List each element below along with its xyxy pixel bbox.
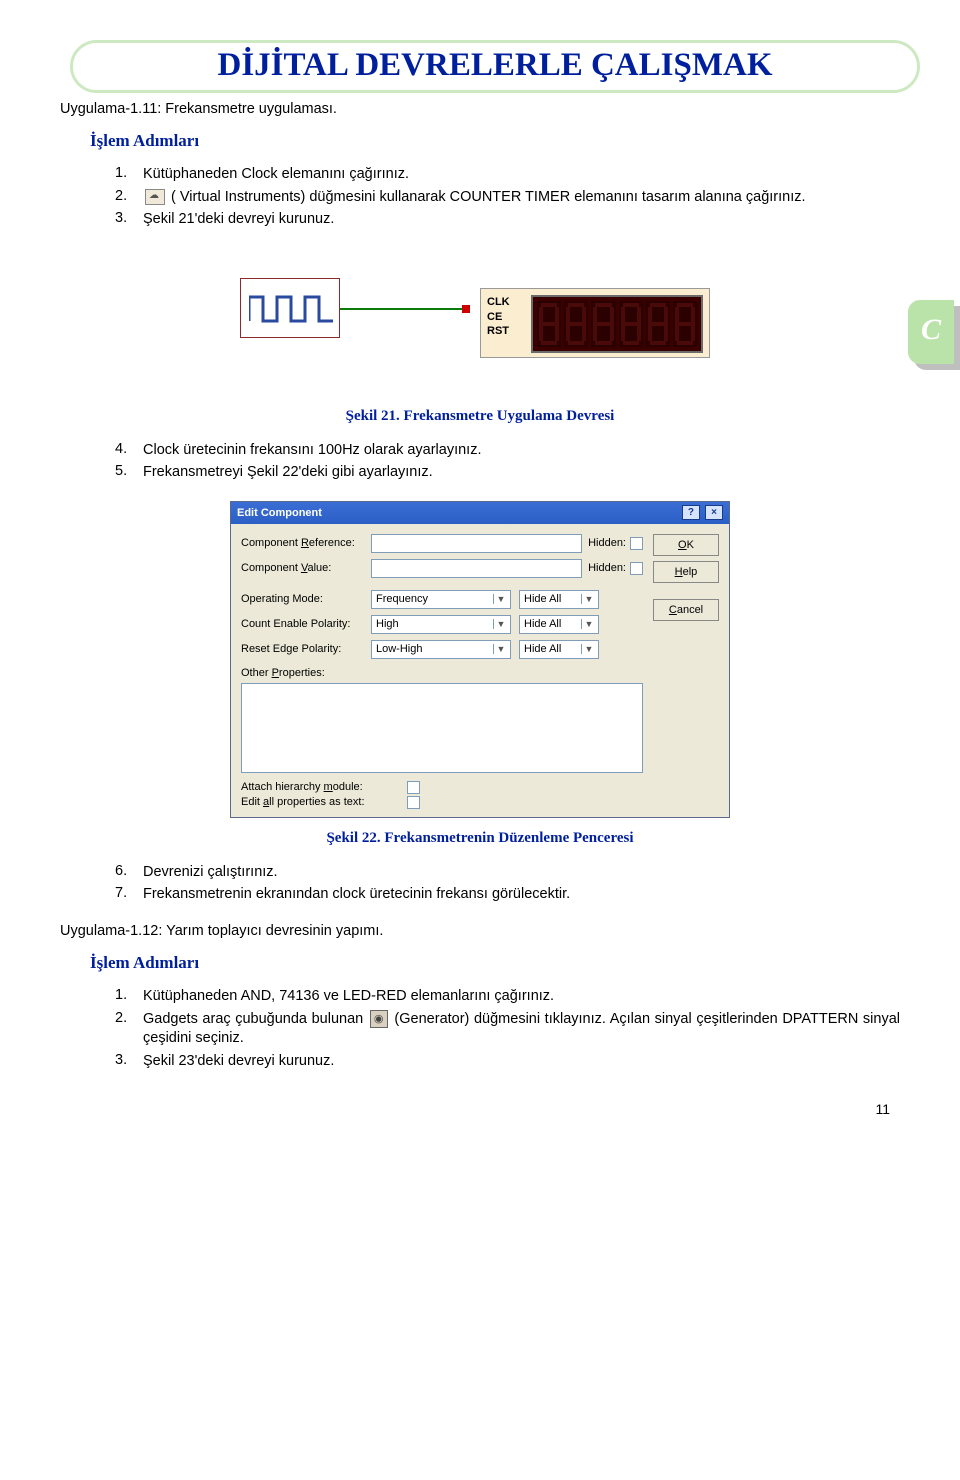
label-component-reference: Component Reference: <box>241 537 371 549</box>
label-edit-all-as-text: Edit all properties as text: <box>241 796 401 808</box>
dialog-titlebar: Edit Component ? × <box>231 502 729 524</box>
step-text: Kütüphaneden AND, 74136 ve LED-RED elema… <box>143 987 900 1007</box>
figure-caption-22: Şekil 22. Frekansmetrenin Düzenleme Penc… <box>60 830 900 847</box>
chevron-down-icon: ▼ <box>581 644 596 654</box>
steps-c: 6.Devrenizi çalıştırınız. 7.Frekansmetre… <box>115 863 900 905</box>
step-text: Şekil 23'deki devreyi kurunuz. <box>143 1052 900 1072</box>
step-text: Gadgets araç çubuğunda bulunan (Generato… <box>143 1010 900 1049</box>
chevron-down-icon: ▼ <box>581 594 596 604</box>
app1-title: Uygulama-1.11: Frekansmetre uygulaması. <box>60 101 900 117</box>
tab-letter: C <box>908 300 954 364</box>
close-icon[interactable]: × <box>705 505 723 520</box>
hidden-label: Hidden: <box>588 537 626 549</box>
figure-circuit: CLK CE RST <box>220 258 740 378</box>
hidden-checkbox[interactable] <box>630 562 643 575</box>
pin-label: RST <box>487 324 510 339</box>
hidden-label: Hidden: <box>588 562 626 574</box>
step-num: 2. <box>115 188 143 208</box>
reset-edge-polarity-select[interactable]: Low-High▼ <box>371 640 511 659</box>
hideall-select[interactable]: Hide All▼ <box>519 590 599 609</box>
page-title: DİJİTAL DEVRELERLE ÇALIŞMAK <box>103 47 887 84</box>
title-banner: DİJİTAL DEVRELERLE ÇALIŞMAK <box>70 40 920 93</box>
hidden-checkbox[interactable] <box>630 537 643 550</box>
step-num: 2. <box>115 1010 143 1049</box>
edit-all-checkbox[interactable] <box>407 796 420 809</box>
attach-hierarchy-checkbox[interactable] <box>407 781 420 794</box>
step-num: 7. <box>115 885 143 905</box>
pin-label: CLK <box>487 295 510 310</box>
help-button[interactable]: Help <box>653 561 719 583</box>
step-num: 1. <box>115 987 143 1007</box>
section-tab-c: C <box>908 300 960 370</box>
label-count-enable-polarity: Count Enable Polarity: <box>241 618 371 630</box>
steps-a: 1.Kütüphaneden Clock elemanını çağırınız… <box>115 165 900 230</box>
step-num: 3. <box>115 210 143 230</box>
steps-app2: 1.Kütüphaneden AND, 74136 ve LED-RED ele… <box>115 987 900 1071</box>
edit-component-dialog: Edit Component ? × Component Reference: … <box>230 501 730 818</box>
step-num: 6. <box>115 863 143 883</box>
chevron-down-icon: ▼ <box>581 619 596 629</box>
hideall-select[interactable]: Hide All▼ <box>519 640 599 659</box>
label-operating-mode: Operating Mode: <box>241 593 371 605</box>
step-num: 1. <box>115 165 143 185</box>
label-other-properties: Other Properties: <box>241 667 325 679</box>
step-num: 3. <box>115 1052 143 1072</box>
step-text: Kütüphaneden Clock elemanını çağırınız. <box>143 165 900 185</box>
page-number: 11 <box>60 1101 900 1117</box>
virtual-instruments-icon <box>145 189 165 205</box>
connection-pin <box>462 305 470 313</box>
component-value-input[interactable] <box>371 559 582 578</box>
figure-caption-21: Şekil 21. Frekansmetre Uygulama Devresi <box>60 408 900 425</box>
label-attach-hierarchy: Attach hierarchy module: <box>241 781 401 793</box>
help-icon[interactable]: ? <box>682 505 700 520</box>
chevron-down-icon: ▼ <box>493 619 508 629</box>
label-reset-edge-polarity: Reset Edge Polarity: <box>241 643 371 655</box>
step-text-part: Gadgets araç çubuğunda bulunan <box>143 1011 368 1027</box>
ok-button[interactable]: OK <box>653 534 719 556</box>
chevron-down-icon: ▼ <box>493 644 508 654</box>
generator-icon <box>370 1010 388 1028</box>
step-text: Devrenizi çalıştırınız. <box>143 863 900 883</box>
pin-label: CE <box>487 310 510 325</box>
step-text: Clock üretecinin frekansını 100Hz olarak… <box>143 441 900 461</box>
step-text: Frekansmetrenin ekranından clock üreteci… <box>143 885 900 905</box>
cancel-button[interactable]: Cancel <box>653 599 719 621</box>
chevron-down-icon: ▼ <box>493 594 508 604</box>
counter-pins: CLK CE RST <box>487 295 510 340</box>
led-display <box>531 295 703 353</box>
step-num: 5. <box>115 463 143 483</box>
label-component-value: Component Value: <box>241 562 371 574</box>
app2-heading: İşlem Adımları <box>90 953 900 973</box>
app2-title: Uygulama-1.12: Yarım toplayıcı devresini… <box>60 923 900 939</box>
dialog-title: Edit Component <box>237 507 322 519</box>
operating-mode-select[interactable]: Frequency▼ <box>371 590 511 609</box>
hideall-select[interactable]: Hide All▼ <box>519 615 599 634</box>
steps-b: 4.Clock üretecinin frekansını 100Hz olar… <box>115 441 900 483</box>
step-text: ( Virtual Instruments) düğmesini kullana… <box>143 188 900 208</box>
app1-heading: İşlem Adımları <box>90 131 900 151</box>
window-controls: ? × <box>680 505 723 520</box>
step-num: 4. <box>115 441 143 461</box>
step-text: Frekansmetreyi Şekil 22'deki gibi ayarla… <box>143 463 900 483</box>
step-text-part: ( Virtual Instruments) düğmesini kullana… <box>167 189 806 205</box>
counter-timer: CLK CE RST <box>480 288 710 358</box>
component-reference-input[interactable] <box>371 534 582 553</box>
count-enable-polarity-select[interactable]: High▼ <box>371 615 511 634</box>
wire <box>340 308 468 310</box>
step-text: Şekil 21'deki devreyi kurunuz. <box>143 210 900 230</box>
clock-generator <box>240 278 340 338</box>
square-wave-icon <box>249 293 333 325</box>
other-properties-textarea[interactable] <box>241 683 643 773</box>
